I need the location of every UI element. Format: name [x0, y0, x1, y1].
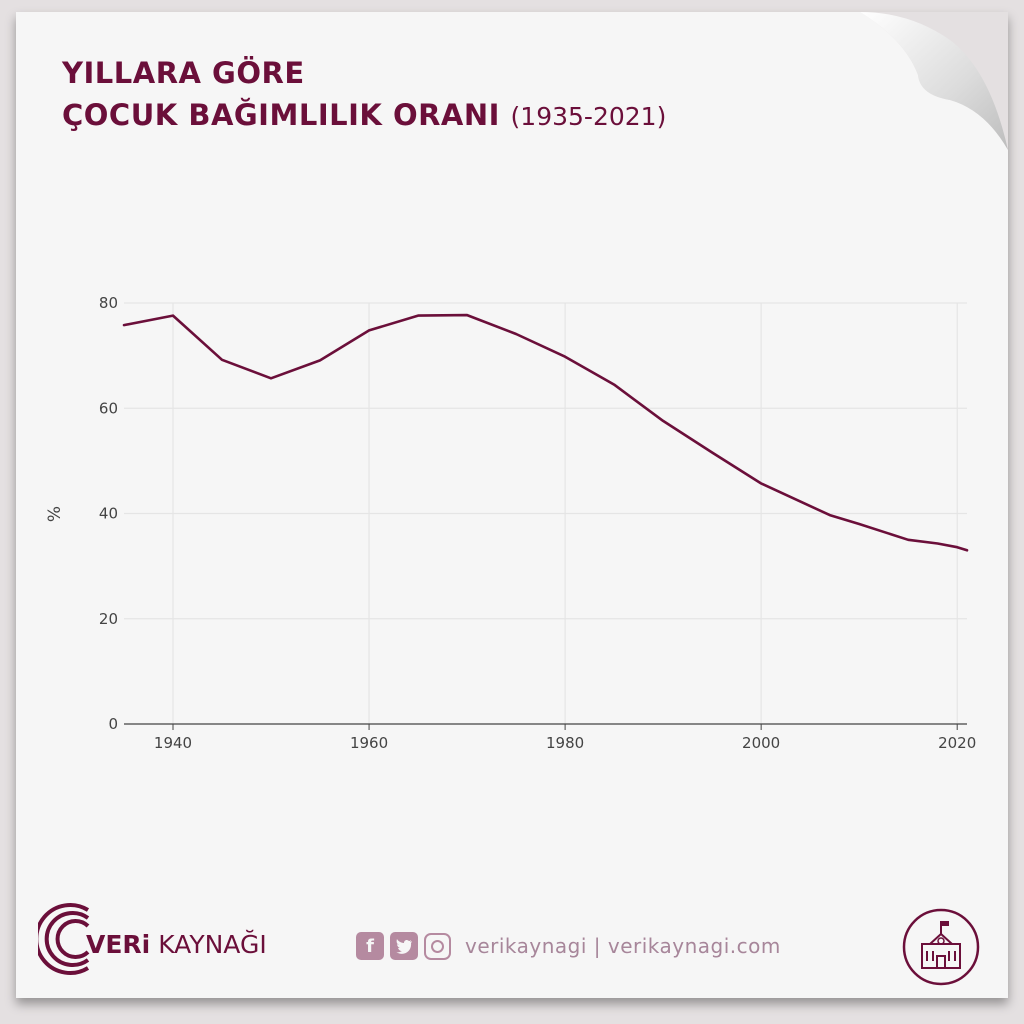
x-tick-label: 1960: [350, 734, 388, 752]
y-tick-label: 80: [99, 294, 118, 312]
data-point: [965, 548, 969, 552]
data-point: [857, 522, 861, 526]
data-point: [269, 376, 273, 380]
instagram-lens: [431, 939, 444, 953]
data-point: [367, 328, 371, 332]
brand-name-light: KAYNAĞI: [158, 930, 267, 959]
data-point: [828, 513, 832, 517]
data-point: [759, 482, 763, 486]
axis-layer: 0 20 40 60 80 1940 1960 1980 2000 2020: [99, 294, 976, 752]
data-point: [612, 383, 616, 387]
chart-title-line2-text: ÇOCUK BAĞIMLILIK ORANI: [62, 98, 500, 132]
x-tick-label: 2020: [938, 734, 976, 752]
y-tick-label: 60: [99, 399, 118, 417]
data-point: [416, 314, 420, 318]
grid-layer: [124, 302, 967, 724]
chart-title-line1: YILLARA GÖRE: [62, 56, 305, 90]
series-line: [122, 313, 969, 552]
data-point: [563, 355, 567, 359]
data-point: [122, 323, 126, 327]
data-point: [465, 313, 469, 317]
data-point: [171, 314, 175, 318]
twitter-icon[interactable]: [390, 932, 418, 960]
data-point: [906, 538, 910, 542]
data-point: [661, 419, 665, 423]
chart-subtitle: (1935-2021): [510, 102, 667, 131]
y-tick-label: 40: [99, 505, 118, 523]
instagram-icon[interactable]: [424, 932, 451, 960]
data-point: [514, 332, 518, 336]
data-point: [710, 450, 714, 454]
series-layer: [122, 313, 969, 552]
y-tick-label: 20: [99, 610, 118, 628]
brand-logo-icon: [38, 903, 90, 975]
data-point: [220, 358, 224, 362]
brand-name: VERi KAYNAĞI: [86, 930, 267, 959]
data-point: [955, 545, 959, 549]
paper-background: [16, 12, 1008, 998]
brand-name-bold: VERi: [86, 930, 151, 959]
x-tick-label: 2000: [742, 734, 780, 752]
x-tick-label: 1980: [546, 734, 584, 752]
data-point: [318, 358, 322, 362]
chart-title-line2: ÇOCUK BAĞIMLILIK ORANI (1935-2021): [62, 98, 666, 132]
social-links: f verikaynagi | verikaynagi.com: [356, 932, 781, 960]
data-point: [936, 541, 940, 545]
y-tick-label: 0: [108, 715, 118, 733]
school-building-icon: [902, 908, 980, 986]
x-tick-label: 1940: [154, 734, 192, 752]
social-handle-text: verikaynagi | verikaynagi.com: [465, 934, 781, 958]
y-axis-label: %: [45, 506, 65, 522]
facebook-icon[interactable]: f: [356, 932, 384, 960]
